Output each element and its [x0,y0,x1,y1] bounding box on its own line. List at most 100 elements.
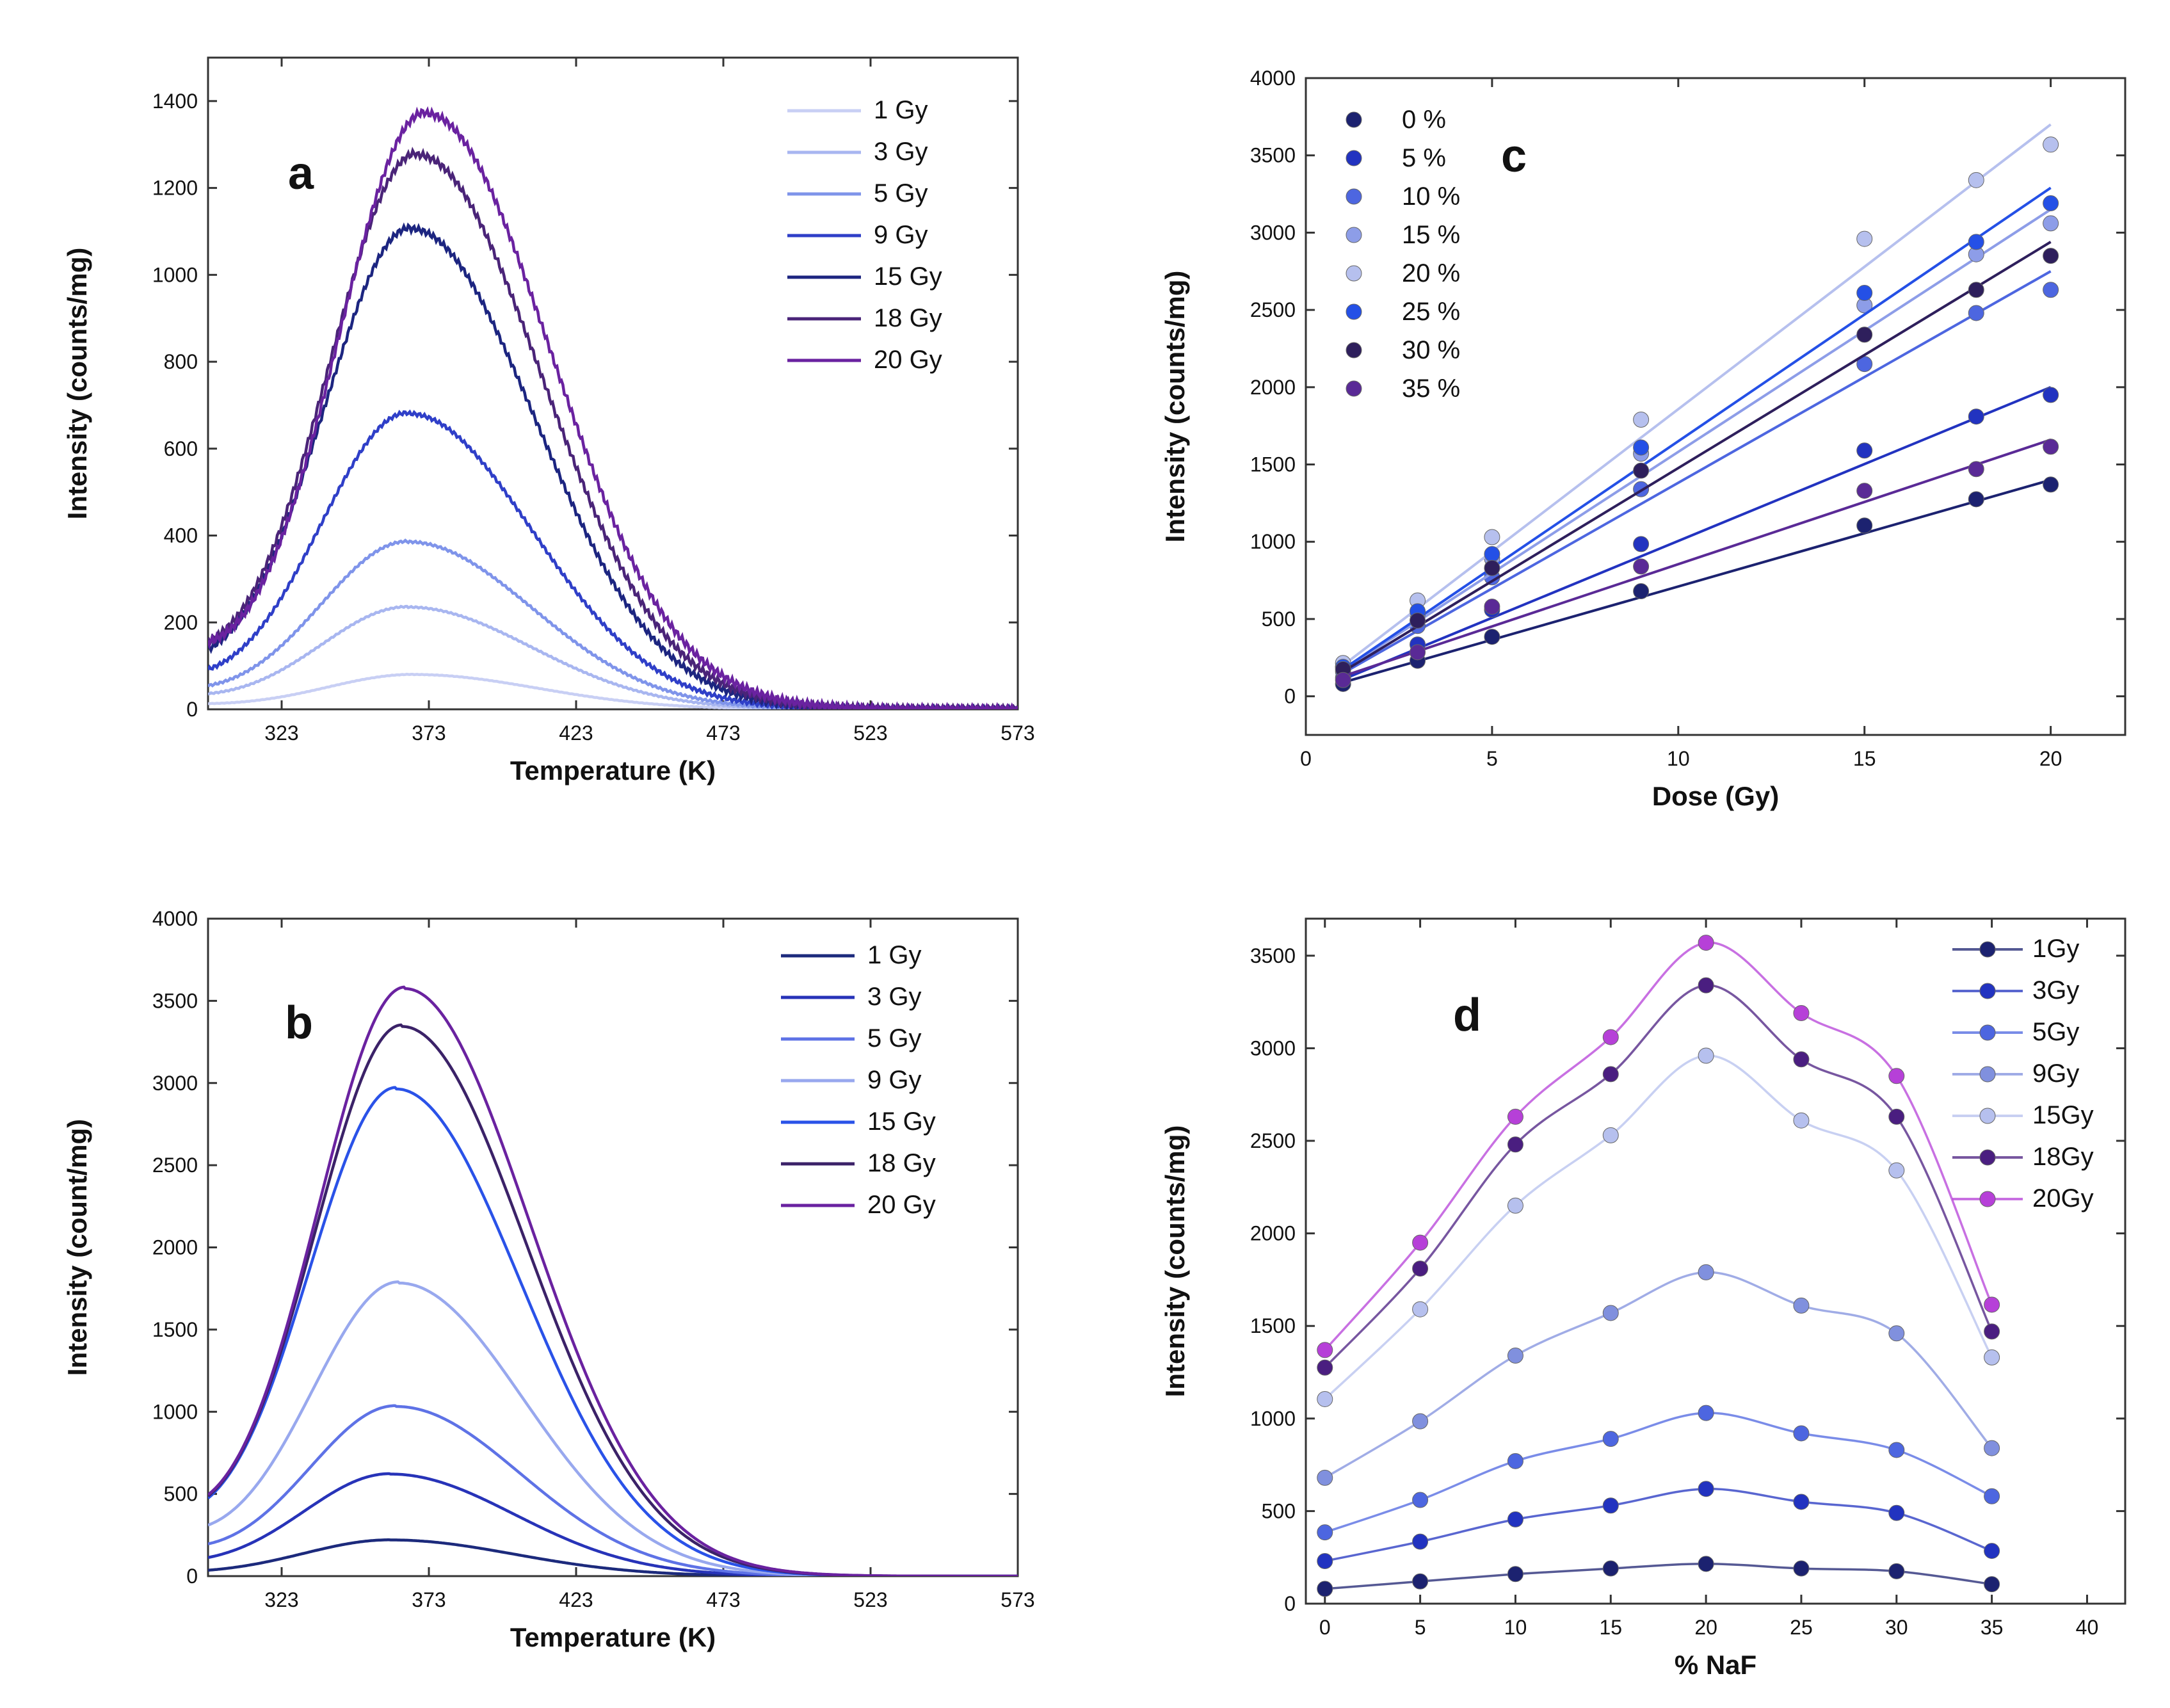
y-tick-label: 3500 [1250,144,1296,167]
fit-line-4 [1342,123,2052,666]
fit-line-6 [1342,241,2052,673]
y-tick-label: 500 [1262,1499,1296,1522]
legend-label: 5Gy [2032,1018,2079,1046]
data-point-3-1 [1412,1413,1429,1430]
y-tick-label: 3500 [152,989,198,1012]
data-point-6-3 [1602,1029,1619,1045]
y-tick-label: 0 [1284,1592,1296,1615]
x-tick-label: 40 [2076,1616,2099,1639]
data-point-7-5 [1968,461,1984,478]
y-tick-label: 400 [164,524,198,547]
plot-frame-b [207,917,1019,1577]
data-point-2-5 [1968,305,1984,321]
data-point-0-6 [1888,1563,1905,1579]
data-point-1-5 [1793,1494,1810,1510]
data-point-4-5 [1968,172,1984,188]
legend-label: 15 Gy [874,262,942,291]
data-point-3-4 [1698,1264,1714,1280]
legend-label: 18 Gy [874,304,942,332]
data-point-0-7 [1984,1576,2000,1593]
legend-label: 25 % [1402,298,1460,326]
panel-letter: d [1453,990,1481,1041]
legend-c: 0 % 5 % 10 % 15 % 20 % 25 % 30 % 35 % [1346,106,1460,403]
series-line-a-6 [208,106,1018,709]
y-tick-label: 0 [186,1565,198,1588]
data-point-5-6 [1888,1108,1905,1125]
data-point-1-2 [1507,1511,1523,1527]
legend-label: 3 Gy [874,138,928,166]
data-point-0-2 [1507,1566,1523,1583]
data-point-0-6 [2043,476,2059,493]
series-line-b-6 [208,985,1018,1576]
legend-label: 18Gy [2032,1143,2094,1171]
data-point-5-2 [1507,1136,1523,1153]
panel-letter: b [285,997,313,1049]
x-tick-label: 10 [1667,747,1690,770]
data-point-4-3 [1602,1127,1619,1143]
legend-label: 10 % [1402,182,1460,211]
y-tick-label: 1400 [152,90,198,113]
x-axis-title: Temperature (K) [510,1622,716,1652]
x-tick-label: 20 [2039,747,2062,770]
data-point-5-4 [1856,285,1873,302]
data-point-4-4 [1856,230,1873,247]
y-tick-label: 1000 [1250,530,1296,553]
data-point-0-0 [1317,1581,1333,1597]
data-point-2-2 [1507,1453,1523,1469]
y-tick-label: 0 [1284,685,1296,708]
data-point-4-1 [1412,1301,1429,1317]
legend-marker [1979,983,1996,999]
x-tick-label: 473 [706,721,740,745]
data-point-6-2 [1484,560,1500,576]
fit-line-7 [1342,439,2052,678]
legend-label: 1Gy [2032,935,2079,963]
data-point-3-3 [1602,1305,1619,1321]
x-tick-label: 523 [853,721,887,745]
legend-marker [1979,941,1996,958]
legend-label: 20 % [1402,259,1460,287]
data-point-3-2 [1507,1347,1523,1364]
legend-label: 1 Gy [867,941,921,969]
data-point-3-5 [1793,1297,1810,1314]
data-point-6-5 [1793,1004,1810,1021]
y-tick-label: 3000 [152,1072,198,1095]
data-point-4-6 [1888,1162,1905,1179]
data-point-1-6 [2043,387,2059,403]
data-point-2-4 [1698,1405,1714,1421]
data-point-6-5 [1968,282,1984,298]
legend-label: 20 Gy [867,1191,936,1219]
y-tick-label: 3500 [1250,944,1296,967]
data-point-4-5 [1793,1112,1810,1129]
data-point-6-4 [1856,326,1873,343]
data-point-2-7 [1984,1488,2000,1504]
data-point-2-6 [1888,1442,1905,1458]
legend-label: 3Gy [2032,976,2079,1004]
y-tick-label: 1500 [1250,453,1296,476]
data-point-0-4 [1856,517,1873,534]
fit-line-1 [1342,385,2052,681]
x-tick-label: 373 [412,1588,446,1611]
legend-label: 5 % [1402,144,1446,172]
data-point-3-6 [2043,215,2059,232]
data-point-5-7 [1984,1323,2000,1340]
panel-a: 323 373 423 473 523 573 0 200 400 600 800 1000 1200 1… [62,56,1035,786]
data-point-7-1 [1410,644,1426,661]
y-tick-label: 3000 [1250,221,1296,244]
data-point-4-6 [2043,136,2059,153]
y-tick-label: 2000 [1250,1222,1296,1245]
legend-marker [1346,227,1362,243]
x-tick-label: 25 [1790,1616,1813,1639]
legend-label: 20Gy [2032,1184,2094,1213]
x-tick-label: 573 [1001,721,1034,745]
y-tick-label: 1000 [1250,1407,1296,1430]
data-point-6-7 [1984,1296,2000,1313]
series-line-b-1 [208,1472,1018,1576]
y-tick-label: 2500 [1250,298,1296,321]
y-tick-label: 2000 [152,1236,198,1259]
y-tick-label: 4000 [1250,67,1296,90]
fit-line-3 [1342,208,2052,672]
x-tick-label: 35 [1981,1616,2004,1639]
data-point-2-0 [1317,1524,1333,1541]
data-point-3-7 [1984,1440,2000,1456]
